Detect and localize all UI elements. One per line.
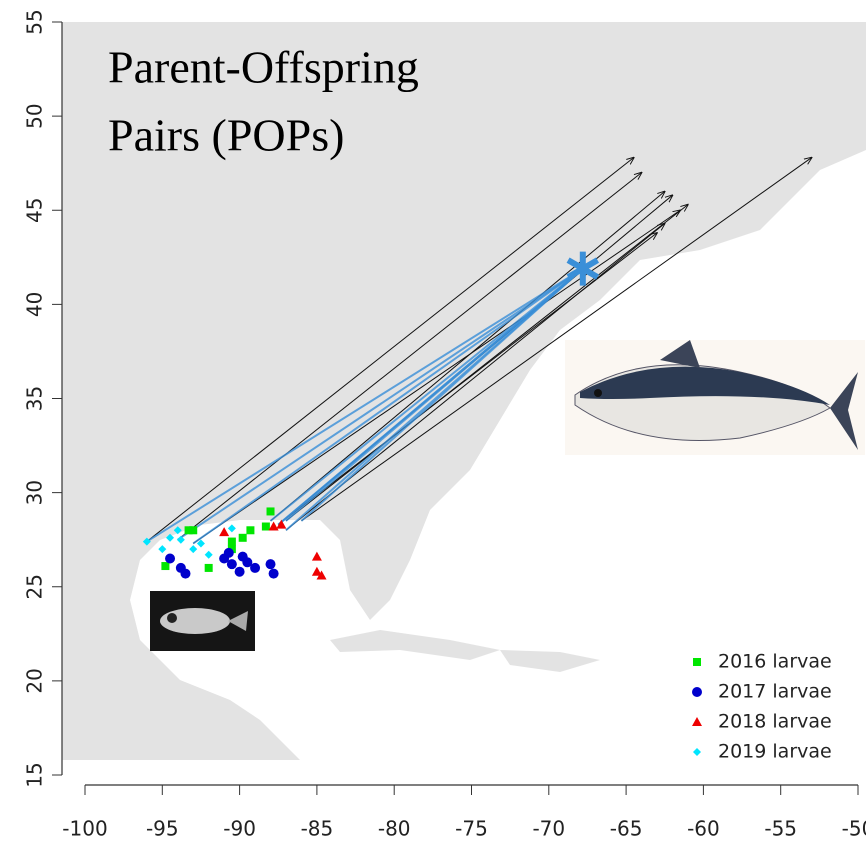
point xyxy=(238,533,247,542)
point xyxy=(311,566,322,576)
release-link xyxy=(277,267,584,526)
legend-marker xyxy=(692,717,702,726)
y-tick-label: 30 xyxy=(23,480,47,505)
point xyxy=(180,568,191,579)
x-tick-label: -50 xyxy=(842,817,866,841)
release-star-arm xyxy=(566,257,600,280)
chart-title: Pairs (POPs) xyxy=(108,110,344,161)
point xyxy=(250,562,261,573)
point xyxy=(176,535,185,544)
point xyxy=(234,566,245,577)
point xyxy=(276,519,287,529)
legend-label: 2019 larvae xyxy=(718,741,832,763)
x-tick-label: -70 xyxy=(532,817,565,841)
legend: 2016 larvae 2017 larvae 2018 larvae 2019 la… xyxy=(692,651,832,763)
point xyxy=(166,533,175,542)
y-tick-label: 25 xyxy=(23,574,47,599)
point xyxy=(189,526,198,535)
axes: -100 -95 -90 -85 -80 -75 -70 -65 -60 -55 -50 15 20 25… xyxy=(23,9,866,840)
point xyxy=(173,526,182,535)
x-tick-label: -75 xyxy=(455,817,488,841)
point xyxy=(219,527,230,537)
point xyxy=(237,551,248,562)
point xyxy=(227,524,236,533)
migration-arrow xyxy=(146,158,634,542)
point xyxy=(158,545,167,554)
x-tick-label: -60 xyxy=(687,817,720,841)
point xyxy=(268,521,279,531)
x-tick-label: -55 xyxy=(764,817,797,841)
plot-area xyxy=(142,158,812,580)
point xyxy=(246,526,255,535)
migration-arrow xyxy=(177,173,642,541)
x-tick-label: -65 xyxy=(610,817,643,841)
point xyxy=(161,562,170,571)
point xyxy=(196,539,205,548)
point xyxy=(184,526,193,535)
map-land xyxy=(62,22,866,760)
point xyxy=(265,559,276,570)
point xyxy=(204,550,213,559)
legend-label: 2016 larvae xyxy=(718,651,832,673)
y-tick-label: 40 xyxy=(23,292,47,317)
release-link xyxy=(300,267,584,522)
legend-label: 2017 larvae xyxy=(718,681,832,703)
point xyxy=(189,545,198,554)
x-tick-label: -85 xyxy=(301,817,334,841)
x-tick-label: -80 xyxy=(378,817,411,841)
point xyxy=(227,537,236,546)
tuna-illustration xyxy=(565,340,865,455)
release-link xyxy=(269,267,584,522)
y-tick-label: 50 xyxy=(23,103,47,128)
point xyxy=(165,553,176,564)
point xyxy=(142,537,151,546)
point xyxy=(268,568,279,579)
point xyxy=(204,563,213,572)
y-tick-label: 55 xyxy=(23,9,47,34)
fish-photo xyxy=(150,591,255,651)
point xyxy=(226,559,237,570)
release-link xyxy=(177,267,584,541)
x-tick-label: -100 xyxy=(62,817,107,841)
point xyxy=(311,551,322,561)
migration-arrow xyxy=(277,233,657,526)
legend-marker xyxy=(693,748,701,756)
legend-marker xyxy=(693,658,701,666)
point xyxy=(316,570,327,580)
y-tick-label: 45 xyxy=(23,198,47,223)
point xyxy=(266,507,275,516)
release-link xyxy=(192,267,584,545)
y-tick-label: 35 xyxy=(23,386,47,411)
y-tick-label: 20 xyxy=(23,668,47,693)
point xyxy=(223,547,234,558)
legend-marker xyxy=(692,687,702,697)
release-site xyxy=(566,251,600,286)
y-tick-label: 15 xyxy=(23,762,47,787)
migration-arrow xyxy=(192,210,680,544)
migration-arrow xyxy=(285,205,688,522)
legend-label: 2018 larvae xyxy=(718,711,832,733)
point xyxy=(261,522,270,531)
x-tick-label: -90 xyxy=(223,817,256,841)
x-tick-label: -95 xyxy=(146,817,179,841)
migration-arrow xyxy=(301,158,811,522)
chart-title: Parent-Offspring xyxy=(108,42,419,93)
release-link xyxy=(146,267,584,543)
